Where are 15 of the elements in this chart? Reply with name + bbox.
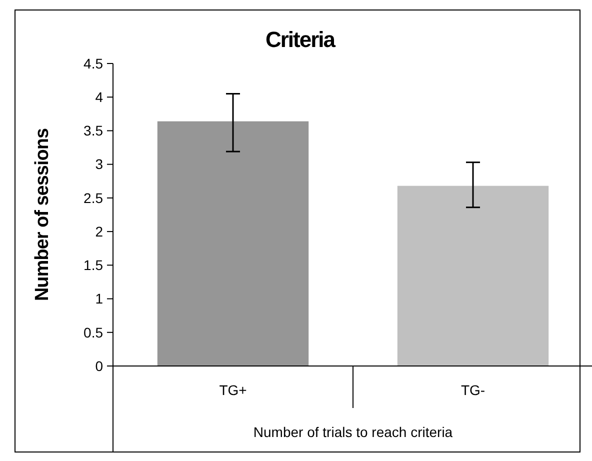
x-tick-label: TG- (460, 382, 486, 398)
x-axis-title: Number of trials to reach criteria (253, 424, 453, 440)
y-tick-label: 4.5 (84, 55, 104, 72)
y-tick-label: 3.5 (84, 122, 104, 139)
x-tick-label: TG+ (219, 382, 247, 398)
y-tick-label: 4 (95, 89, 104, 106)
y-tick-label: 1.5 (84, 257, 104, 274)
y-tick-label: 1 (95, 290, 104, 307)
y-tick-label: 2 (95, 223, 104, 240)
y-tick-label: 0 (95, 358, 104, 374)
y-axis-title: Number of sessions (32, 128, 53, 302)
y-tick-label: 0.5 (84, 324, 104, 340)
y-tick-label: 3 (95, 156, 104, 172)
chart-title: Criteria (265, 27, 336, 52)
y-tick-label: 2.5 (84, 190, 104, 206)
